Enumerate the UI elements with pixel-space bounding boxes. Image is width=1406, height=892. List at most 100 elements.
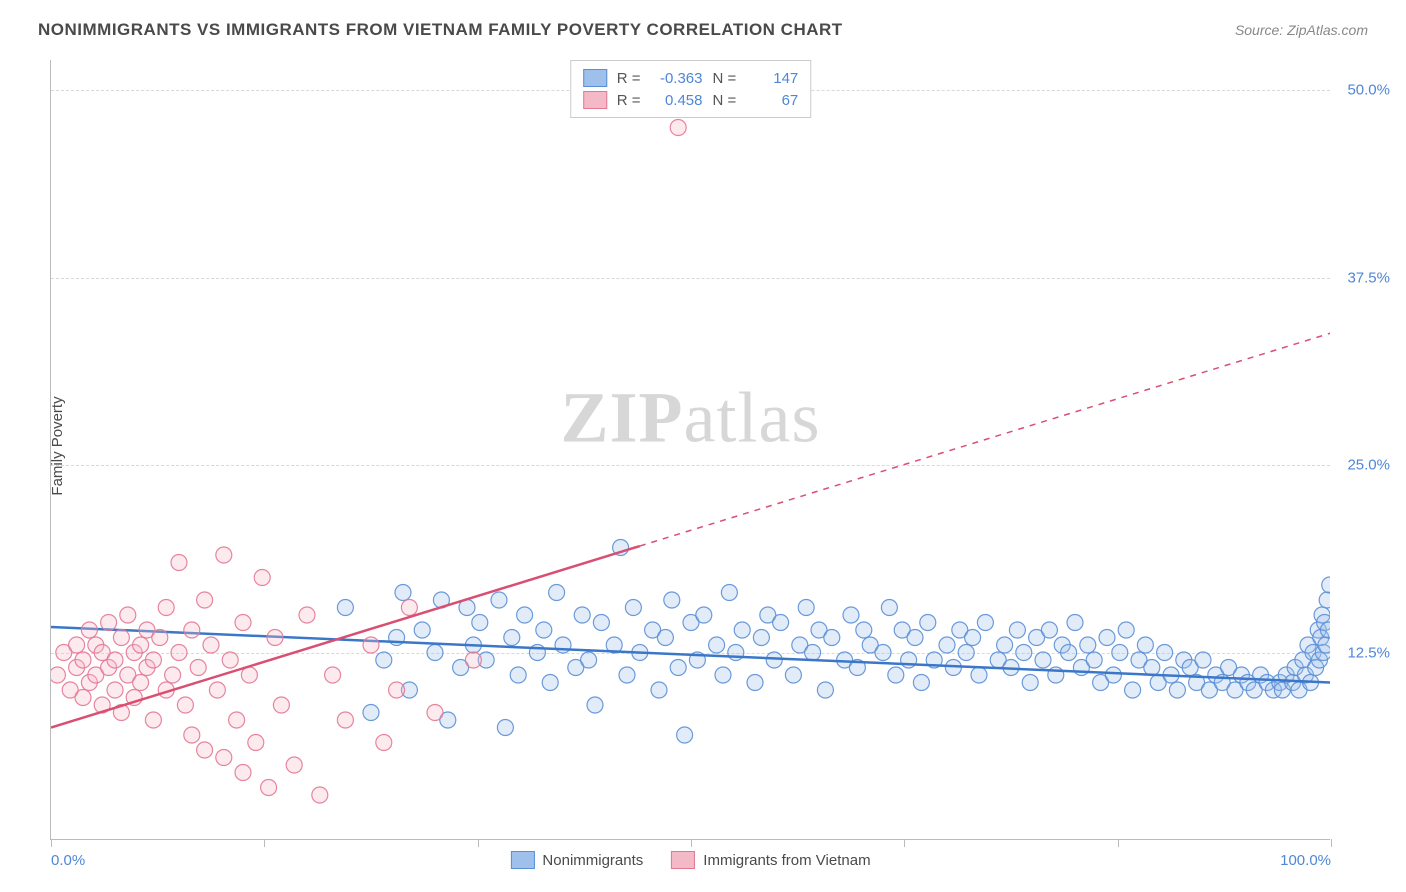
data-point-nonimmigrants xyxy=(1067,615,1083,631)
data-point-immigrants xyxy=(184,727,200,743)
data-point-nonimmigrants xyxy=(785,667,801,683)
data-point-immigrants xyxy=(427,705,443,721)
data-point-nonimmigrants xyxy=(427,645,443,661)
trend-line-immigrants-dashed xyxy=(640,333,1330,546)
legend-item-nonimmigrants: Nonimmigrants xyxy=(510,851,643,869)
y-tick-label: 37.5% xyxy=(1347,269,1390,286)
n-value-blue: 147 xyxy=(746,70,798,87)
data-point-immigrants xyxy=(670,120,686,136)
data-point-nonimmigrants xyxy=(798,600,814,616)
y-tick-label: 12.5% xyxy=(1347,644,1390,661)
data-point-nonimmigrants xyxy=(747,675,763,691)
legend-item-immigrants: Immigrants from Vietnam xyxy=(671,851,870,869)
data-point-immigrants xyxy=(51,667,65,683)
source-label: Source: xyxy=(1235,22,1287,38)
n-value-pink: 67 xyxy=(746,92,798,109)
data-point-nonimmigrants xyxy=(1118,622,1134,638)
data-point-nonimmigrants xyxy=(510,667,526,683)
chart-title: NONIMMIGRANTS VS IMMIGRANTS FROM VIETNAM… xyxy=(38,20,843,40)
data-point-nonimmigrants xyxy=(971,667,987,683)
data-point-immigrants xyxy=(120,607,136,623)
data-point-nonimmigrants xyxy=(536,622,552,638)
x-tick-label: 100.0% xyxy=(1280,852,1331,869)
data-point-immigrants xyxy=(216,750,232,766)
data-point-nonimmigrants xyxy=(1169,682,1185,698)
data-point-nonimmigrants xyxy=(472,615,488,631)
series-legend: Nonimmigrants Immigrants from Vietnam xyxy=(510,851,870,869)
data-point-nonimmigrants xyxy=(1009,622,1025,638)
data-point-immigrants xyxy=(222,652,238,668)
data-point-nonimmigrants xyxy=(913,675,929,691)
data-point-immigrants xyxy=(171,555,187,571)
data-point-nonimmigrants xyxy=(581,652,597,668)
x-tick xyxy=(1331,839,1332,847)
data-point-nonimmigrants xyxy=(1099,630,1115,646)
data-point-immigrants xyxy=(69,637,85,653)
data-point-nonimmigrants xyxy=(920,615,936,631)
data-point-nonimmigrants xyxy=(888,667,904,683)
data-point-nonimmigrants xyxy=(773,615,789,631)
data-point-immigrants xyxy=(401,600,417,616)
data-point-nonimmigrants xyxy=(734,622,750,638)
data-point-immigrants xyxy=(177,697,193,713)
correlation-legend: R = -0.363 N = 147 R = 0.458 N = 67 xyxy=(570,60,812,118)
data-point-nonimmigrants xyxy=(977,615,993,631)
plot-area: ZIPatlas R = -0.363 N = 147 R = 0.458 N … xyxy=(50,60,1330,840)
data-point-nonimmigrants xyxy=(625,600,641,616)
x-tick xyxy=(478,839,479,847)
data-point-nonimmigrants xyxy=(805,645,821,661)
data-point-nonimmigrants xyxy=(1125,682,1141,698)
data-point-nonimmigrants xyxy=(843,607,859,623)
data-point-nonimmigrants xyxy=(1195,652,1211,668)
data-point-nonimmigrants xyxy=(1016,645,1032,661)
n-label: N = xyxy=(713,70,737,87)
data-point-nonimmigrants xyxy=(1080,637,1096,653)
data-point-nonimmigrants xyxy=(1137,637,1153,653)
data-point-nonimmigrants xyxy=(376,652,392,668)
data-point-nonimmigrants xyxy=(587,697,603,713)
data-point-nonimmigrants xyxy=(657,630,673,646)
data-point-immigrants xyxy=(133,637,149,653)
data-point-immigrants xyxy=(235,765,251,781)
data-point-nonimmigrants xyxy=(1144,660,1160,676)
data-point-nonimmigrants xyxy=(709,637,725,653)
x-tick xyxy=(1118,839,1119,847)
data-point-immigrants xyxy=(216,547,232,563)
data-point-immigrants xyxy=(286,757,302,773)
x-tick xyxy=(691,839,692,847)
data-point-immigrants xyxy=(113,630,129,646)
data-point-nonimmigrants xyxy=(593,615,609,631)
data-point-immigrants xyxy=(107,652,123,668)
r-label: R = xyxy=(617,70,641,87)
data-point-immigrants xyxy=(299,607,315,623)
data-point-nonimmigrants xyxy=(677,727,693,743)
data-point-immigrants xyxy=(171,645,187,661)
data-point-immigrants xyxy=(145,652,161,668)
data-point-immigrants xyxy=(81,622,97,638)
data-point-nonimmigrants xyxy=(549,585,565,601)
data-point-nonimmigrants xyxy=(664,592,680,608)
data-point-nonimmigrants xyxy=(715,667,731,683)
data-point-nonimmigrants xyxy=(337,600,353,616)
data-point-immigrants xyxy=(158,600,174,616)
data-point-nonimmigrants xyxy=(574,607,590,623)
data-point-nonimmigrants xyxy=(1061,645,1077,661)
data-point-nonimmigrants xyxy=(958,645,974,661)
data-point-nonimmigrants xyxy=(619,667,635,683)
source-name: ZipAtlas.com xyxy=(1287,22,1368,38)
data-point-nonimmigrants xyxy=(670,660,686,676)
source: Source: ZipAtlas.com xyxy=(1235,22,1368,40)
y-tick-label: 25.0% xyxy=(1347,457,1390,474)
data-point-nonimmigrants xyxy=(1035,652,1051,668)
data-point-nonimmigrants xyxy=(1112,645,1128,661)
legend-row-nonimmigrants: R = -0.363 N = 147 xyxy=(583,67,799,89)
data-point-nonimmigrants xyxy=(997,637,1013,653)
data-point-immigrants xyxy=(241,667,257,683)
data-point-nonimmigrants xyxy=(939,637,955,653)
data-point-immigrants xyxy=(145,712,161,728)
x-tick-label: 0.0% xyxy=(51,852,85,869)
data-point-immigrants xyxy=(197,592,213,608)
data-point-nonimmigrants xyxy=(824,630,840,646)
legend-swatch-pink-2 xyxy=(671,851,695,869)
data-point-nonimmigrants xyxy=(1322,577,1330,593)
